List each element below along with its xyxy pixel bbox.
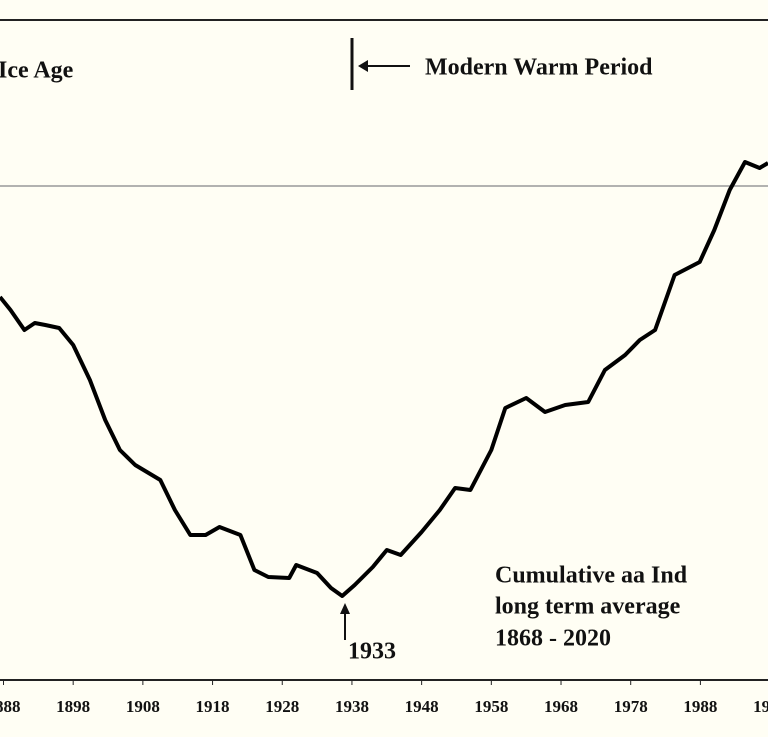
annotation: Cumulative aa Ind (495, 563, 688, 589)
annotation: Ice Age (0, 58, 74, 84)
annotation: 1868 - 2020 (495, 626, 611, 652)
annotation: 1933 (348, 639, 396, 665)
x-tick-label: 1958 (474, 697, 508, 716)
x-tick-label: 1978 (614, 697, 648, 716)
data-line (0, 160, 768, 598)
x-tick-label: 1888 (0, 697, 20, 716)
x-tick-label: 1998 (753, 697, 768, 716)
x-tick-label: 1988 (683, 697, 717, 716)
annotation: Modern Warm Period (425, 55, 653, 81)
annotation: long term average (495, 594, 681, 620)
x-tick-label: 1898 (56, 697, 90, 716)
x-tick-label: 1968 (544, 697, 578, 716)
x-tick-label: 1948 (405, 697, 439, 716)
x-tick-label: 1928 (265, 697, 299, 716)
arrow-head (340, 603, 350, 614)
x-tick-label: 1908 (126, 697, 160, 716)
x-tick-label: 1918 (196, 697, 230, 716)
arrow-head (358, 60, 368, 72)
x-tick-label: 1938 (335, 697, 369, 716)
